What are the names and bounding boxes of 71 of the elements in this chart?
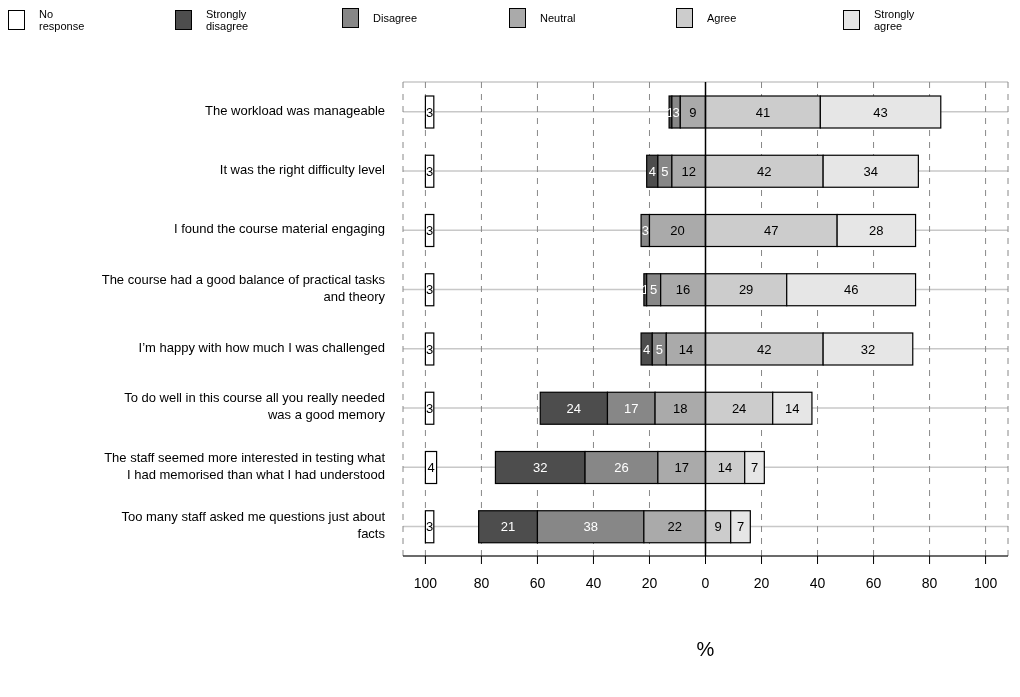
data-label: 26 (614, 460, 629, 475)
data-label: 7 (750, 460, 759, 475)
data-label: 14 (785, 400, 800, 416)
x-tick-label: 80 (921, 574, 938, 591)
data-label: 12 (681, 163, 696, 179)
data-label: 3 (425, 400, 434, 416)
data-label: 21 (500, 519, 516, 535)
legend-label: Neutral (540, 12, 577, 24)
data-label: 32 (533, 460, 548, 475)
data-label: 41 (755, 104, 771, 120)
y-tick-label: I found the course material engaging (173, 221, 385, 237)
y-tick-label: It was the right difficulty level (219, 162, 386, 178)
data-label: 34 (863, 163, 878, 179)
data-label: 4 (648, 163, 656, 179)
data-label: 3 (425, 163, 434, 179)
y-tick-label: To do well in this course all you really needed was a good memory (124, 390, 386, 423)
data-label: 3 (641, 223, 649, 238)
data-label: 3 (425, 282, 434, 298)
data-label: 9 (714, 519, 722, 535)
y-tick-label: The course had a good balance of practical tasks and theory (101, 272, 386, 305)
data-label: 3 (672, 104, 680, 120)
data-label: 28 (869, 223, 884, 238)
data-label: 4 (427, 460, 435, 475)
y-tick-label: The workload was manageable (205, 103, 385, 119)
legend-label: No response (39, 8, 86, 32)
x-tick-label: 100 (973, 574, 998, 591)
data-label: 32 (860, 341, 876, 357)
legend-label: Agree (707, 12, 738, 24)
x-axis-title: % (696, 638, 715, 660)
data-label: 16 (675, 282, 691, 298)
x-tick-label: 0 (701, 574, 710, 591)
x-tick-label: 20 (753, 574, 770, 591)
data-label: 47 (764, 223, 779, 238)
data-label: 3 (425, 223, 434, 238)
x-tick-label: 100 (413, 574, 438, 591)
data-label: 9 (689, 104, 697, 120)
data-label: 43 (873, 104, 888, 120)
data-label: 5 (661, 163, 669, 179)
y-tick-label: The staff seemed more interested in testing what I had memorised than what I had understood (104, 450, 386, 483)
data-label: 4 (643, 341, 651, 357)
data-label: 18 (673, 400, 688, 416)
data-label: 5 (655, 341, 663, 357)
x-tick-label: 80 (473, 574, 490, 591)
data-label: 3 (425, 519, 434, 535)
data-label: 7 (736, 519, 745, 535)
data-label: 5 (650, 282, 658, 298)
data-label: 22 (667, 519, 682, 535)
data-label: 20 (670, 223, 685, 238)
data-label: 17 (624, 400, 639, 416)
x-tick-label: 60 (529, 574, 546, 591)
x-tick-label: 20 (641, 574, 658, 591)
data-label: 38 (583, 519, 598, 535)
data-label: 17 (674, 460, 689, 475)
legend-label: Strongly agree (874, 8, 916, 32)
legend-label: Strongly disagree (206, 8, 250, 32)
data-label: 29 (738, 282, 754, 298)
x-tick-label: 40 (809, 574, 826, 591)
data-label: 3 (425, 341, 434, 357)
x-tick-label: 40 (585, 574, 602, 591)
data-label: 46 (843, 282, 859, 298)
y-tick-label: I’m happy with how much I was challenged (138, 340, 385, 356)
data-label: 14 (678, 341, 694, 357)
legend-label: Disagree (373, 12, 419, 24)
x-tick-label: 60 (865, 574, 882, 591)
data-label: 14 (717, 460, 733, 475)
data-label: 42 (757, 163, 772, 179)
y-tick-label: Too many staff asked me questions just about facts (121, 509, 386, 542)
data-label: 24 (566, 400, 582, 416)
data-label: 3 (425, 104, 434, 120)
data-label: 42 (757, 341, 772, 357)
data-label: 24 (731, 400, 747, 416)
